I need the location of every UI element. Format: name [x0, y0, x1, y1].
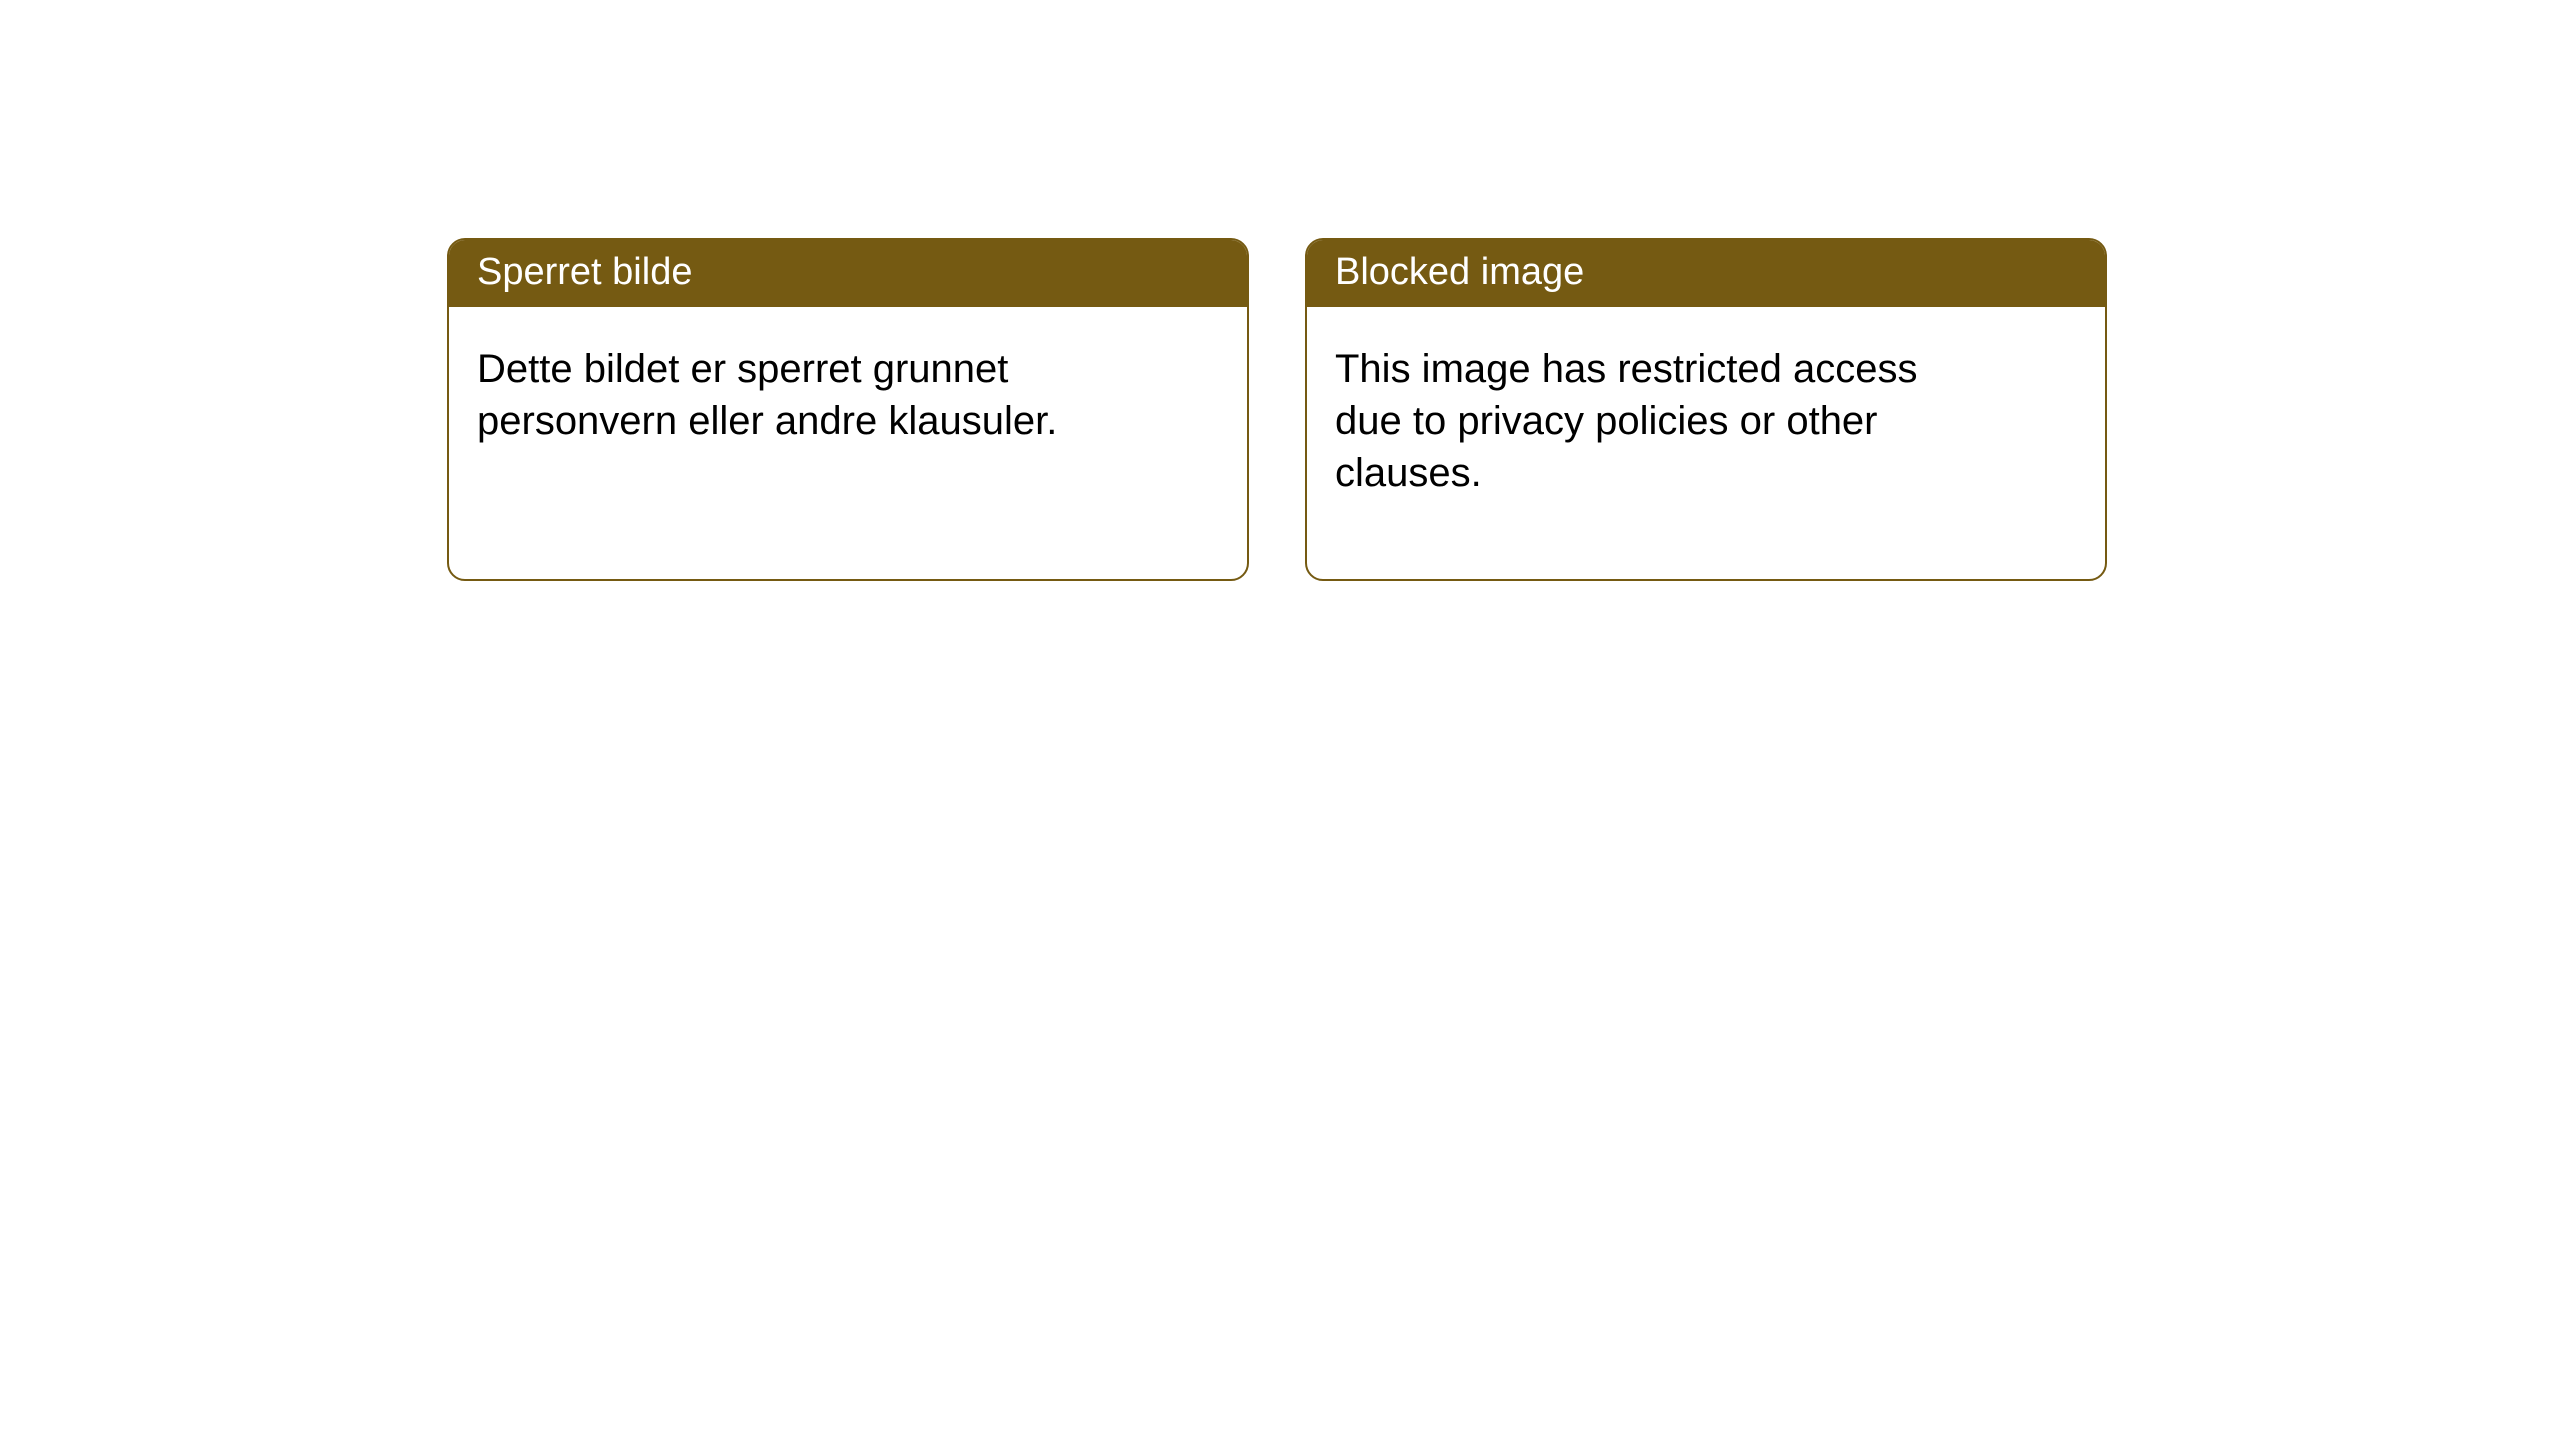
notice-header: Sperret bilde	[449, 240, 1247, 307]
notice-header: Blocked image	[1307, 240, 2105, 307]
notice-body: Dette bildet er sperret grunnet personve…	[449, 307, 1247, 527]
notice-body: This image has restricted access due to …	[1307, 307, 1987, 579]
notice-card-norwegian: Sperret bilde Dette bildet er sperret gr…	[447, 238, 1249, 581]
notice-container: Sperret bilde Dette bildet er sperret gr…	[0, 0, 2560, 581]
notice-card-english: Blocked image This image has restricted …	[1305, 238, 2107, 581]
